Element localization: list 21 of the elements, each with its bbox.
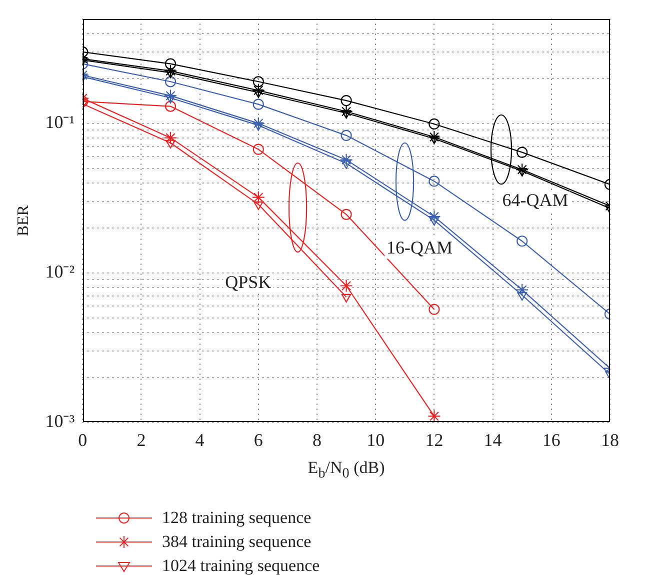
y-tick-label: 10⁻¹ bbox=[45, 112, 75, 132]
x-tick-label: 8 bbox=[312, 430, 322, 450]
annotation: 64-QAM bbox=[502, 190, 568, 210]
x-tick-label: 4 bbox=[195, 430, 204, 450]
x-tick-label: 0 bbox=[78, 430, 88, 450]
x-tick-label: 16 bbox=[542, 430, 560, 450]
y-tick-label: 10⁻³ bbox=[45, 411, 76, 432]
x-axis-title: E$_{b}$/N$_{0}$ (dB) bbox=[306, 458, 386, 483]
x-tick-label: 2 bbox=[136, 430, 146, 450]
x-tick-label: 10 bbox=[366, 430, 385, 450]
y-tick-label: 10⁻² bbox=[45, 262, 75, 282]
x-tick-label: 12 bbox=[425, 430, 444, 450]
x-tick-label: 14 bbox=[484, 430, 502, 450]
annotation: QPSK bbox=[225, 272, 272, 292]
x-tick-label: 18 bbox=[601, 430, 619, 450]
legend-label: 128 training sequence bbox=[162, 508, 312, 528]
y-axis-title: BER bbox=[14, 204, 32, 236]
legend-label: 1024 training sequence bbox=[162, 556, 320, 575]
x-tick-label: 6 bbox=[254, 430, 263, 450]
legend-label: 384 training sequence bbox=[162, 532, 312, 552]
annotation: 16-QAM bbox=[386, 237, 453, 258]
